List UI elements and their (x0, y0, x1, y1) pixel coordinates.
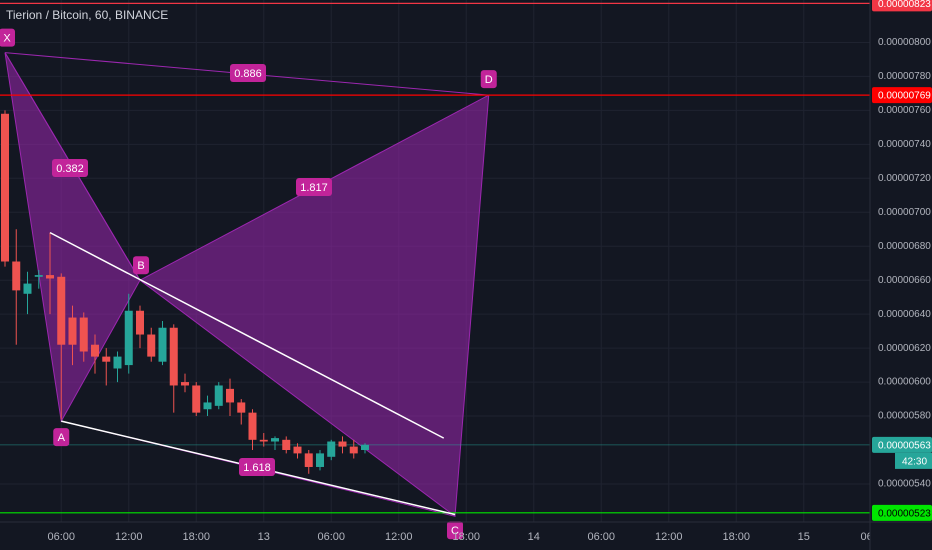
point-label: C (451, 525, 459, 537)
x-tick-label: 12:00 (385, 531, 413, 543)
y-tick-label: 0.00000680 (878, 241, 931, 252)
price-tag-label: 0.00000563 (878, 441, 931, 452)
point-label: X (3, 33, 11, 45)
price-tag-label: 0.00000769 (878, 91, 931, 102)
candle-body (271, 438, 279, 442)
plot: Tierion / Bitcoin, 60, BINANCE 0.886 0.382… (0, 2, 870, 540)
candle-body (34, 275, 43, 277)
candle-body (214, 385, 223, 406)
ratio-label: 1.817 (300, 182, 328, 194)
price-tag (872, 0, 932, 12)
y-tick-label: 0.00000580 (878, 411, 931, 422)
point-label: D (485, 74, 493, 86)
y-tick-label: 0.00000720 (878, 173, 931, 184)
candle-body (158, 327, 167, 362)
point-label: B (137, 260, 144, 272)
candle-body (293, 446, 302, 454)
point-label: A (58, 432, 66, 444)
ratio-label: 0.382 (56, 163, 84, 175)
y-tick-label: 0.00000780 (878, 71, 931, 82)
candle-body (316, 453, 324, 467)
candle-body (349, 446, 358, 454)
candle-body (147, 334, 156, 357)
x-tick-label: 06:00 (317, 531, 345, 543)
trendline (49, 231, 445, 439)
ratio-box (230, 64, 266, 82)
candle-body (23, 283, 32, 294)
candle-body (237, 402, 246, 413)
x-tick-label: 18:00 (722, 531, 750, 543)
candle-body (91, 344, 99, 357)
x-tick-label: 15 (798, 531, 810, 543)
y-tick-label: 0.00000700 (878, 207, 931, 218)
candle-body (57, 276, 66, 345)
candle-body (12, 261, 21, 291)
x-tick-label: 12:00 (655, 531, 683, 543)
x-tick-label: 12:00 (115, 531, 143, 543)
x-tick-label: 18:00 (452, 531, 480, 543)
point-box (53, 428, 70, 447)
candle-body (226, 388, 234, 403)
ratio-label: 1.618 (243, 462, 271, 474)
y-tick-label: 0.00000800 (878, 37, 931, 48)
candle-body (192, 385, 201, 413)
x-tick-label: 13 (258, 531, 270, 543)
y-tick-label: 0.00000540 (878, 479, 931, 490)
candle-body (124, 310, 133, 366)
ratio-label: 0.886 (234, 68, 262, 80)
price-tag (872, 436, 932, 453)
x-tick-label: 14 (528, 531, 540, 543)
candle-body (248, 412, 257, 440)
candle-body (181, 382, 189, 386)
candle-body (259, 439, 268, 442)
y-tick-label: 0.00000640 (878, 309, 931, 320)
y-tick-label: 0.00000660 (878, 275, 931, 286)
candle-body (203, 402, 212, 410)
price-tag (872, 504, 932, 521)
candle-body (282, 439, 291, 450)
y-tick-label: 0.00000620 (878, 343, 931, 354)
candle-body (338, 441, 347, 447)
point-box (447, 521, 463, 540)
ratio-box (239, 458, 275, 476)
x-tick-label: 18:00 (182, 531, 210, 543)
candle-body (102, 356, 111, 362)
point-box (0, 28, 15, 47)
candle-body (1, 113, 9, 262)
candle-body (327, 441, 336, 457)
candle-body (79, 317, 88, 352)
candle-body (136, 310, 144, 335)
price-tag-label: 0.00000523 (878, 508, 931, 519)
point-box (480, 70, 497, 89)
candle-body (361, 444, 369, 450)
x-tick-label: 06:00 (47, 531, 75, 543)
price-tag (872, 87, 932, 104)
price-tag-label: 0.00000823 (878, 0, 931, 10)
candle-body (113, 356, 122, 369)
y-tick-label: 0.00000600 (878, 377, 931, 388)
ratio-box (52, 159, 88, 177)
point-box (133, 256, 149, 275)
countdown-box (895, 452, 932, 469)
candle-body (304, 453, 313, 467)
y-tick-label: 0.00000740 (878, 139, 931, 150)
y-tick-label: 0.00000760 (878, 105, 931, 116)
candle-body (169, 327, 178, 386)
candle-body (68, 317, 77, 345)
candle-body (46, 275, 54, 279)
countdown: 42:30 (902, 457, 927, 468)
ratio-box (296, 178, 332, 196)
chart-title: Tierion / Bitcoin, 60, BINANCE (6, 8, 168, 22)
x-tick-label: 06:00 (587, 531, 615, 543)
